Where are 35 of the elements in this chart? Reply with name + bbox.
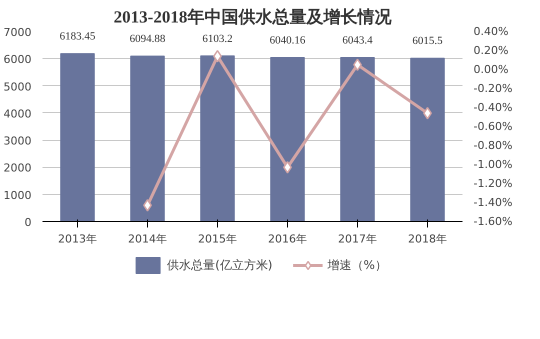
y-tick-label: 0 — [24, 216, 32, 229]
y-tick-label: 2000 — [4, 162, 32, 175]
y2-tick-label: -0.20% — [474, 82, 512, 95]
data-label: 6094.88 — [130, 33, 166, 46]
chart-title: 2013-2018年中国供水总量及增长情况 — [114, 8, 392, 26]
y2-tick-label: -0.40% — [474, 101, 512, 114]
x-tick-label: 2014年 — [128, 232, 168, 246]
legend-label: 增速（%） — [327, 256, 387, 274]
y2-tick-label: -1.60% — [474, 215, 512, 228]
y2-tick-label: 0.00% — [474, 63, 508, 76]
y-tick-label: 1000 — [4, 188, 32, 202]
y-tick-label: 3000 — [4, 134, 32, 148]
y-tick-label: 7000 — [4, 26, 32, 39]
data-label: 6103.2 — [202, 32, 233, 45]
legend-label: 供水总量(亿立方米) — [167, 256, 272, 274]
data-label: 6043.4 — [342, 34, 374, 46]
data-label: 6015.5 — [412, 35, 444, 48]
y2-tick-label: -1.20% — [474, 177, 512, 190]
y-tick-label: 6000 — [4, 53, 32, 66]
y-tick-label: 5000 — [4, 80, 32, 94]
y2-tick-label: -0.60% — [474, 120, 512, 133]
y2-tick-label: -1.00% — [474, 158, 512, 171]
point — [353, 58, 362, 71]
y2-tick-label: -0.80% — [474, 139, 512, 152]
y2-tick-label: -1.40% — [474, 196, 512, 209]
x-tick-label: 2017年 — [338, 232, 378, 246]
y2-tick-label: 0.40% — [474, 25, 508, 38]
data-label: 6040.16 — [270, 34, 306, 47]
data-label: 6183.45 — [60, 30, 96, 43]
y2-tick-label: 0.20% — [474, 44, 508, 57]
x-tick-label: 2016年 — [268, 232, 308, 246]
y-tick-label: 4000 — [4, 107, 32, 120]
x-tick-label: 2013年 — [58, 232, 98, 246]
x-tick-label: 2018年 — [408, 232, 448, 246]
x-tick-label: 2015年 — [198, 232, 238, 246]
